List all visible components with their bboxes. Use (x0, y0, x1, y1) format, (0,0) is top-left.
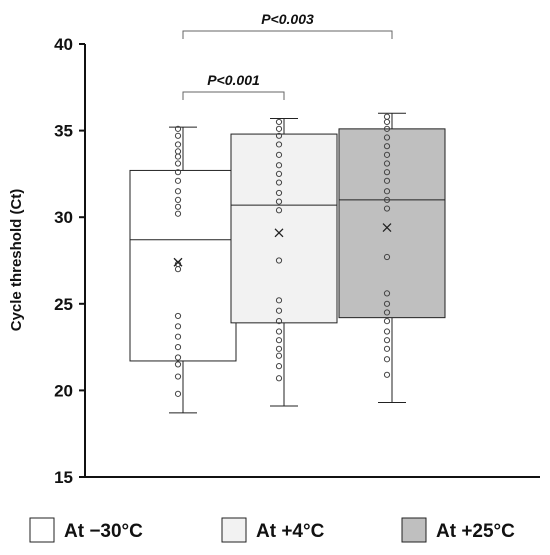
data-point (383, 371, 391, 378)
data-point (275, 307, 283, 314)
data-point (174, 169, 182, 176)
data-point (383, 290, 391, 297)
p-value-label: P<0.003 (261, 11, 314, 27)
data-point (383, 356, 391, 363)
data-point (275, 352, 283, 359)
y-axis-title: Cycle threshold (Ct) (8, 189, 25, 332)
y-tick-label: 35 (54, 122, 73, 141)
data-point (383, 309, 391, 316)
data-point (275, 162, 283, 169)
legend-label: At +4°C (256, 521, 325, 542)
data-point (174, 344, 182, 351)
data-point (275, 375, 283, 382)
data-point (383, 151, 391, 158)
box-group (230, 117, 338, 407)
data-point (383, 143, 391, 150)
significance-bracket (182, 91, 285, 100)
plot-area: 15 20 25 30 35 40 P<0.001 P<0.003 (54, 11, 540, 487)
data-point (383, 118, 391, 126)
data-point (275, 132, 283, 139)
data-point (275, 179, 283, 186)
data-point (275, 363, 283, 370)
legend: At −30°C At +4°C At +25°C (29, 517, 515, 543)
data-point (383, 318, 391, 325)
data-point (275, 151, 283, 158)
box (230, 133, 338, 324)
data-point (275, 257, 283, 264)
data-point (174, 203, 182, 210)
data-point (383, 345, 391, 352)
legend-swatch (401, 517, 427, 543)
y-tick-label: 40 (54, 35, 73, 54)
legend-swatch (221, 517, 247, 543)
data-point (383, 134, 391, 141)
data-point (275, 337, 283, 344)
y-tick-label: 15 (54, 468, 73, 487)
legend-label: At −30°C (64, 521, 143, 542)
data-point (383, 169, 391, 176)
data-point (383, 188, 391, 195)
data-point (174, 196, 182, 203)
data-point (174, 266, 182, 273)
data-point (174, 323, 182, 330)
data-point (275, 189, 283, 197)
data-point (275, 297, 283, 304)
box (129, 169, 237, 362)
data-point (174, 125, 182, 132)
data-point (383, 177, 391, 184)
data-point (275, 125, 283, 132)
legend-label: At +25°C (436, 521, 515, 542)
data-point (174, 153, 182, 160)
data-point (383, 337, 391, 344)
data-point (174, 160, 182, 167)
data-point (383, 196, 391, 203)
data-point (275, 170, 283, 177)
data-point (174, 312, 182, 320)
data-point (383, 300, 391, 307)
data-point (383, 160, 391, 167)
data-point (174, 188, 182, 195)
mean-marker (173, 257, 183, 267)
y-tick-label: 25 (54, 295, 73, 314)
data-point (383, 125, 391, 132)
data-point (174, 141, 182, 148)
data-point (174, 333, 182, 340)
data-point (174, 373, 182, 380)
data-point (275, 207, 283, 214)
data-point (174, 354, 182, 361)
significance-bracket (182, 30, 393, 39)
data-point (383, 253, 391, 261)
y-tick-label: 20 (54, 381, 73, 400)
data-point (174, 148, 182, 155)
data-point (275, 328, 283, 335)
mean-marker (274, 228, 284, 238)
data-point (383, 113, 391, 120)
y-tick-label: 30 (54, 208, 73, 227)
box-group (338, 112, 446, 404)
legend-swatch (29, 517, 55, 543)
data-point (275, 345, 283, 352)
data-point (275, 118, 283, 126)
data-point (275, 141, 283, 148)
data-point (174, 390, 182, 397)
data-point (174, 361, 182, 368)
data-point (174, 132, 182, 139)
data-point (383, 328, 391, 335)
box-group (129, 125, 237, 414)
p-value-label: P<0.001 (207, 72, 260, 88)
data-point (275, 198, 283, 205)
data-point (174, 177, 182, 184)
data-point (174, 210, 182, 217)
data-point (275, 318, 283, 325)
data-point (383, 205, 391, 212)
box (338, 128, 446, 319)
mean-marker (382, 223, 392, 233)
